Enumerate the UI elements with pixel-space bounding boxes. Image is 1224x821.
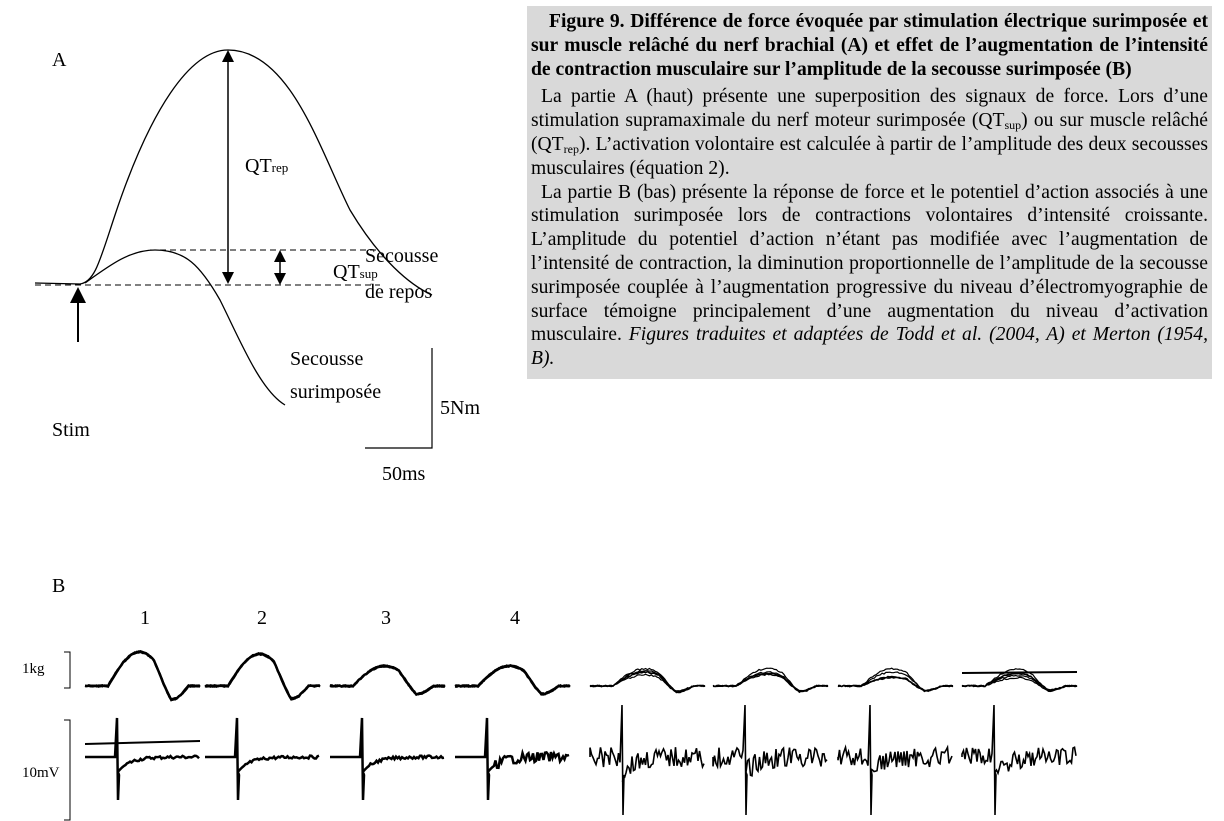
emg-trace xyxy=(961,704,1077,816)
sup-label: Secousse xyxy=(290,348,363,370)
force-trace xyxy=(961,674,1078,692)
caption: Figure 9. Différence de force évoquée pa… xyxy=(527,6,1212,379)
stim-label: Stim xyxy=(52,419,90,441)
rest-label: Secousse xyxy=(365,245,438,267)
text-run: La partie A (haut) présente une superpos… xyxy=(531,86,1208,132)
sup-twitch-curve xyxy=(84,249,286,406)
sup-label: surimposée xyxy=(290,381,381,403)
caption-paragraph: La partie B (bas) présente la réponse de… xyxy=(531,181,1208,371)
force-trace xyxy=(837,676,954,692)
emg-trace xyxy=(837,704,953,816)
force-trace xyxy=(589,673,706,692)
force-trace xyxy=(712,672,829,692)
column-label: 3 xyxy=(381,607,391,629)
force-trace xyxy=(589,670,706,693)
force-trace xyxy=(837,671,954,692)
scale-label: 1kg xyxy=(22,661,45,677)
force-trace xyxy=(961,668,1078,693)
column-label: 2 xyxy=(257,607,267,629)
emg-trace xyxy=(589,704,705,816)
text-run: ) ou sur muscle relâché (QT xyxy=(531,110,1208,155)
force-trace xyxy=(712,667,829,694)
text-run: rep xyxy=(563,141,579,156)
column-label: 1 xyxy=(140,607,150,629)
force-trace xyxy=(712,672,829,693)
force-trace xyxy=(838,675,954,693)
text-run: Figures traduites et adaptées de Todd et… xyxy=(531,324,1208,370)
force-trace xyxy=(712,673,829,693)
force-trace xyxy=(838,667,954,693)
scale-label: 10mV xyxy=(22,765,60,781)
force-trace xyxy=(961,676,1078,692)
force-trace xyxy=(837,676,954,692)
force-trace xyxy=(961,672,1078,692)
text-run: sup xyxy=(1004,118,1022,133)
figure: A QTrep QTsup Secousse de repos Secousse… xyxy=(22,49,520,821)
emg-trace xyxy=(712,704,828,816)
rest-label: de repos xyxy=(365,281,432,303)
force-trace xyxy=(962,672,1078,691)
text-run: La partie B (bas) présente la réponse de… xyxy=(531,181,1208,346)
bracket xyxy=(64,719,71,821)
text-run: ). L’activation volontaire est calculée … xyxy=(531,133,1208,179)
panel-label: B xyxy=(52,575,65,597)
scale-label: 50ms xyxy=(382,463,426,485)
scale-bar xyxy=(365,348,433,449)
force-trace xyxy=(589,671,706,693)
force-trace xyxy=(712,671,829,692)
caption-title: Figure 9. Différence de force évoquée pa… xyxy=(531,11,1208,80)
force-trace xyxy=(589,667,706,694)
qt-rep: QTrep xyxy=(245,155,288,177)
column-label: 4 xyxy=(510,607,520,629)
panel-label: A xyxy=(52,49,67,71)
qt-sup: QTsup xyxy=(333,261,378,283)
force-trace xyxy=(961,671,1078,674)
scale-label: 5Nm xyxy=(440,397,480,419)
caption-paragraph: La partie A (haut) présente une superpos… xyxy=(531,85,1208,180)
bracket xyxy=(64,651,71,689)
force-trace xyxy=(589,670,706,694)
